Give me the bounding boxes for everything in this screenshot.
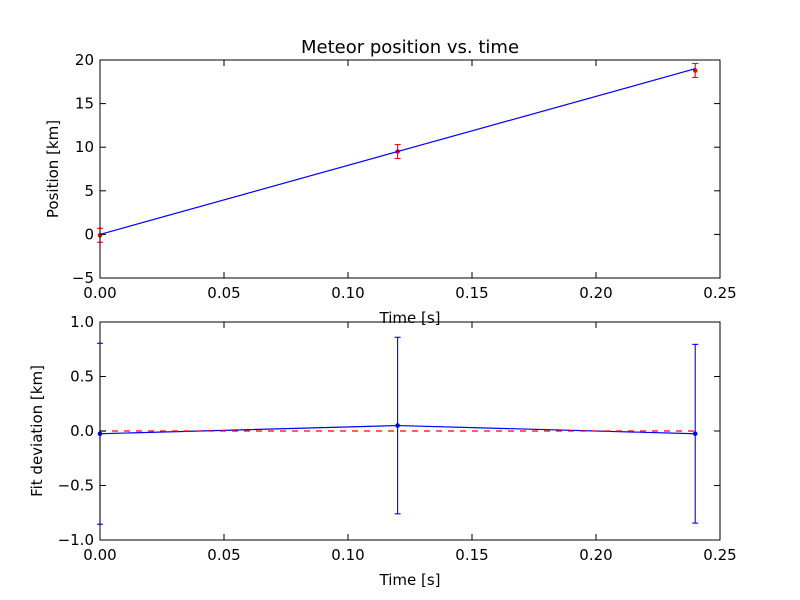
y-tick-label: 5	[84, 182, 94, 200]
data-point	[395, 423, 400, 428]
x-tick-label: 0.00	[83, 284, 116, 302]
x-tick-label: 0.15	[455, 546, 488, 564]
y-tick-label: −0.5	[58, 477, 94, 495]
y-tick-label: −5	[72, 269, 94, 287]
y-tick-label: −1.0	[58, 531, 94, 549]
data-point	[692, 431, 698, 437]
y-tick-label: 0	[84, 225, 94, 243]
y-axis-label: Position [km]	[44, 120, 62, 218]
deviation-subplot: Fit deviation [km] Time [s] 0.00 0.05 0.10…	[28, 313, 737, 589]
chart-title: Meteor position vs. time	[301, 37, 519, 58]
x-tick-label: 0.10	[331, 284, 364, 302]
axes-frame	[99, 59, 721, 279]
y-tick-label: 0.5	[70, 368, 94, 386]
x-axis-label: Time [s]	[379, 309, 441, 327]
y-tick-label: 0.0	[70, 422, 94, 440]
y-tick-label: 10	[75, 138, 94, 156]
x-tick-label: 0.05	[207, 284, 240, 302]
x-tick-label: 0.25	[703, 284, 736, 302]
x-tick-label: 0.20	[579, 284, 612, 302]
x-tick-label: 0.25	[703, 546, 736, 564]
x-tick-label: 0.05	[207, 546, 240, 564]
y-axis-label: Fit deviation [km]	[28, 365, 46, 497]
y-tick-label: 15	[75, 95, 94, 113]
y-tick-label: 1.0	[70, 313, 94, 331]
x-tick-label: 0.00	[83, 546, 116, 564]
x-axis-label: Time [s]	[379, 571, 441, 589]
x-tick-label: 0.10	[331, 546, 364, 564]
x-tick-label: 0.20	[579, 546, 612, 564]
x-tick-label: 0.15	[455, 284, 488, 302]
series-line	[99, 68, 696, 235]
y-tick-label: 20	[75, 51, 94, 69]
plot-area	[97, 336, 699, 525]
